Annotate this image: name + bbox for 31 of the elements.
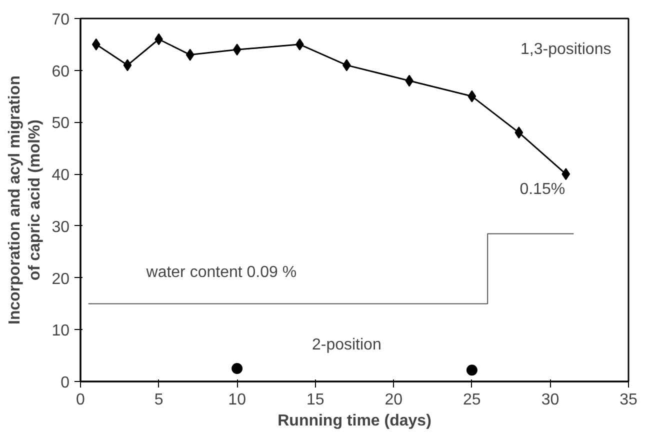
point xyxy=(123,59,132,72)
point xyxy=(562,168,570,180)
x-tick-label: 35 xyxy=(620,392,638,408)
point xyxy=(232,44,242,56)
point xyxy=(232,363,243,374)
x-tick-label: 30 xyxy=(541,392,560,408)
x-tick-label: 15 xyxy=(306,392,324,408)
y-axis-title: Incorporation and acyl migration of capric acid (mol%) xyxy=(6,76,44,324)
y-tick-label: 40 xyxy=(52,167,70,184)
x-tick-label: 25 xyxy=(463,392,481,408)
point xyxy=(468,90,476,102)
x-tick-label: 0 xyxy=(76,392,86,408)
point xyxy=(466,364,478,376)
annotation: water content 0.09 % xyxy=(145,264,297,282)
x-axis-title: Running time (days) xyxy=(278,412,432,430)
x-tick-label: 5 xyxy=(154,392,164,408)
annotation: 2-position xyxy=(312,336,382,354)
y-tick-label: 20 xyxy=(52,270,70,288)
annotation: 1,3-positions xyxy=(520,41,612,58)
point xyxy=(514,126,524,139)
y-tick-label: 50 xyxy=(52,115,70,132)
y-tick-label: 70 xyxy=(52,12,70,28)
annotation: 0.15% xyxy=(520,181,566,198)
x-tick-label: 20 xyxy=(384,392,403,408)
point xyxy=(186,48,194,61)
y-tick-label: 30 xyxy=(52,218,70,236)
point xyxy=(92,38,100,50)
x-tick-label: 10 xyxy=(228,392,246,408)
y-tick-label: 10 xyxy=(52,322,70,340)
y-tick-label: 60 xyxy=(52,63,70,80)
y-tick-label: 0 xyxy=(60,374,70,392)
